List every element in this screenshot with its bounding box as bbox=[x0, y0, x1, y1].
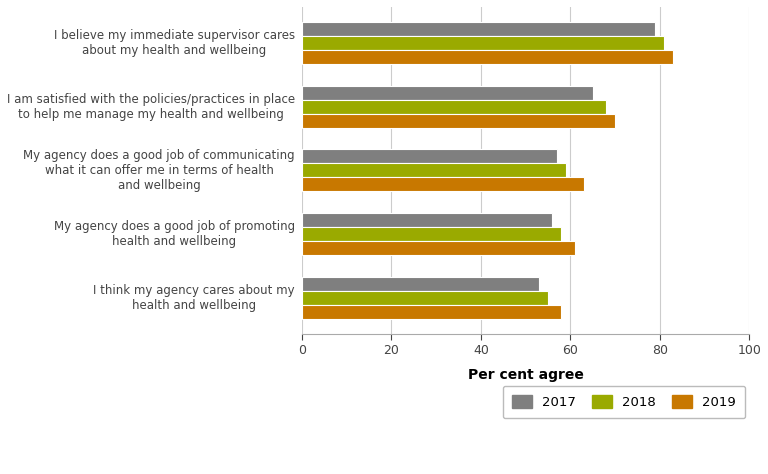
Bar bbox=[302, 213, 552, 227]
Bar bbox=[302, 50, 673, 64]
Legend: 2017, 2018, 2019: 2017, 2018, 2019 bbox=[502, 386, 745, 419]
Bar bbox=[302, 305, 561, 319]
Bar bbox=[302, 177, 584, 191]
Bar bbox=[302, 241, 574, 255]
Bar bbox=[302, 163, 566, 177]
Bar bbox=[302, 36, 664, 50]
Bar bbox=[302, 227, 561, 241]
X-axis label: Per cent agree: Per cent agree bbox=[468, 368, 584, 382]
Bar bbox=[302, 22, 655, 36]
Bar bbox=[302, 277, 539, 291]
Bar bbox=[302, 100, 606, 114]
Bar bbox=[302, 85, 593, 100]
Bar bbox=[302, 149, 557, 163]
Bar bbox=[302, 291, 548, 305]
Bar bbox=[302, 114, 615, 128]
